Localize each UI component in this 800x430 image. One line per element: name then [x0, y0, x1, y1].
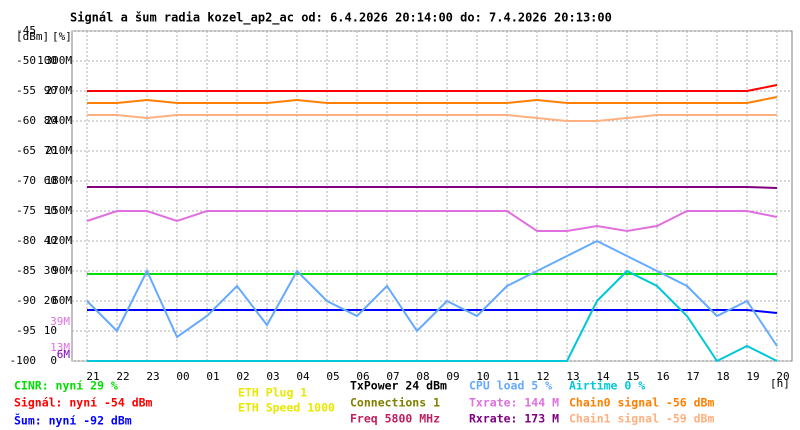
y3-tick-label: 90M	[52, 264, 72, 277]
y-tick-label: -55	[16, 84, 36, 97]
legend-label: Airtime 0 %	[569, 379, 645, 393]
rate-marker: 13M	[50, 341, 70, 354]
y2-tick-label: 60	[44, 174, 57, 187]
rate-marker: 6M	[57, 348, 71, 361]
status-label: ETH Speed 1000	[238, 401, 335, 415]
x-tick-label: 16	[656, 370, 669, 383]
x-tick-label: 11	[506, 370, 519, 383]
x-tick-label: 06	[356, 370, 369, 383]
y3-tick-label: 180M	[46, 174, 73, 187]
status-label: Freq 5800 MHz	[350, 412, 440, 426]
y3-tick-label: 270M	[46, 84, 73, 97]
x-tick-label: 04	[296, 370, 310, 383]
y3-tick-label: 150M	[46, 204, 73, 217]
x-tick-label: 22	[116, 370, 129, 383]
legend-label: Rxrate: 173 M	[469, 412, 559, 426]
x-tick-label: 19	[746, 370, 759, 383]
y2-tick-label: 90	[44, 84, 57, 97]
legend-label: Šum: nyní -92 dBm	[14, 413, 132, 428]
y-tick-label: -50	[16, 54, 36, 67]
series-line	[87, 114, 777, 122]
series-line	[87, 84, 778, 92]
y2-tick-label: 50	[44, 204, 57, 217]
x-tick-label: 02	[236, 370, 249, 383]
legend-label: CPU load 5 %	[469, 379, 552, 393]
x-tick-label: 09	[446, 370, 459, 383]
series-line	[86, 239, 778, 347]
legend-label: CINR: nyní 29 %	[14, 379, 118, 393]
x-tick-label: 05	[326, 370, 339, 383]
x-tick-label: 12	[536, 370, 549, 383]
y-tick-label: -80	[16, 234, 36, 247]
series-line	[87, 186, 778, 189]
x-tick-label: 21	[86, 370, 99, 383]
y2-tick-label: 30	[44, 264, 57, 277]
legend-label: Chain0 signal -56 dBm	[569, 396, 714, 410]
legend-label: Txrate: 144 M	[469, 396, 559, 410]
x-tick-label: 17	[686, 370, 699, 383]
x-tick-label: 15	[626, 370, 639, 383]
y-tick-label: -90	[16, 294, 36, 307]
chart-title: Signál a šum radia kozel_ap2_ac od: 6.4.…	[70, 11, 612, 26]
x-tick-label: 13	[566, 370, 579, 383]
y3-tick-label: 60M	[52, 294, 72, 307]
x-tick-label: 07	[386, 370, 399, 383]
y2-label: [%]	[52, 30, 72, 43]
y-tick-label: -45	[16, 24, 36, 37]
status-label: Connections 1	[350, 396, 440, 410]
y2-tick-label: 40	[44, 234, 57, 247]
series-line	[87, 96, 778, 104]
y3-tick-label: 240M	[46, 114, 73, 127]
y2-tick-label: 10	[44, 324, 57, 337]
y2-tick-label: 100	[37, 54, 57, 67]
x-tick-label: 18	[716, 370, 729, 383]
x-label: [h]	[770, 377, 790, 390]
y-tick-label: -85	[16, 264, 36, 277]
status-label: ETH Plug 1	[238, 386, 307, 400]
y-tick-label: -95	[16, 324, 36, 337]
x-tick-label: 14	[596, 370, 610, 383]
x-tick-label: 23	[146, 370, 159, 383]
y3-tick-label: 210M	[46, 144, 73, 157]
y3-tick-label: 120M	[46, 234, 73, 247]
y-tick-label: -70	[16, 174, 36, 187]
series-line	[87, 309, 778, 314]
x-tick-label: 03	[266, 370, 279, 383]
y2-tick-label: 20	[44, 294, 57, 307]
x-tick-label: 01	[206, 370, 219, 383]
y-tick-label: -75	[16, 204, 36, 217]
legend-label: Signál: nyní -54 dBm	[14, 396, 153, 410]
y-tick-label: -100	[10, 354, 37, 367]
x-tick-label: 20	[776, 370, 789, 383]
x-tick-label: 10	[476, 370, 489, 383]
y2-tick-label: 80	[44, 114, 57, 127]
y-tick-label: -60	[16, 114, 36, 127]
y-label: [dBm]	[16, 30, 49, 43]
rate-marker: 39M	[50, 315, 70, 328]
legend-label: Chain1 signal -59 dBm	[569, 412, 714, 426]
series-line	[87, 269, 778, 363]
series-line	[86, 210, 778, 233]
status-label: TxPower 24 dBm	[350, 379, 447, 393]
y2-tick-label: 70	[44, 144, 57, 157]
y-tick-label: -65	[16, 144, 36, 157]
y3-tick-label: 300M	[46, 54, 73, 67]
x-tick-label: 00	[176, 370, 189, 383]
y2-tick-label: 0	[50, 354, 57, 367]
x-tick-label: 08	[416, 370, 429, 383]
